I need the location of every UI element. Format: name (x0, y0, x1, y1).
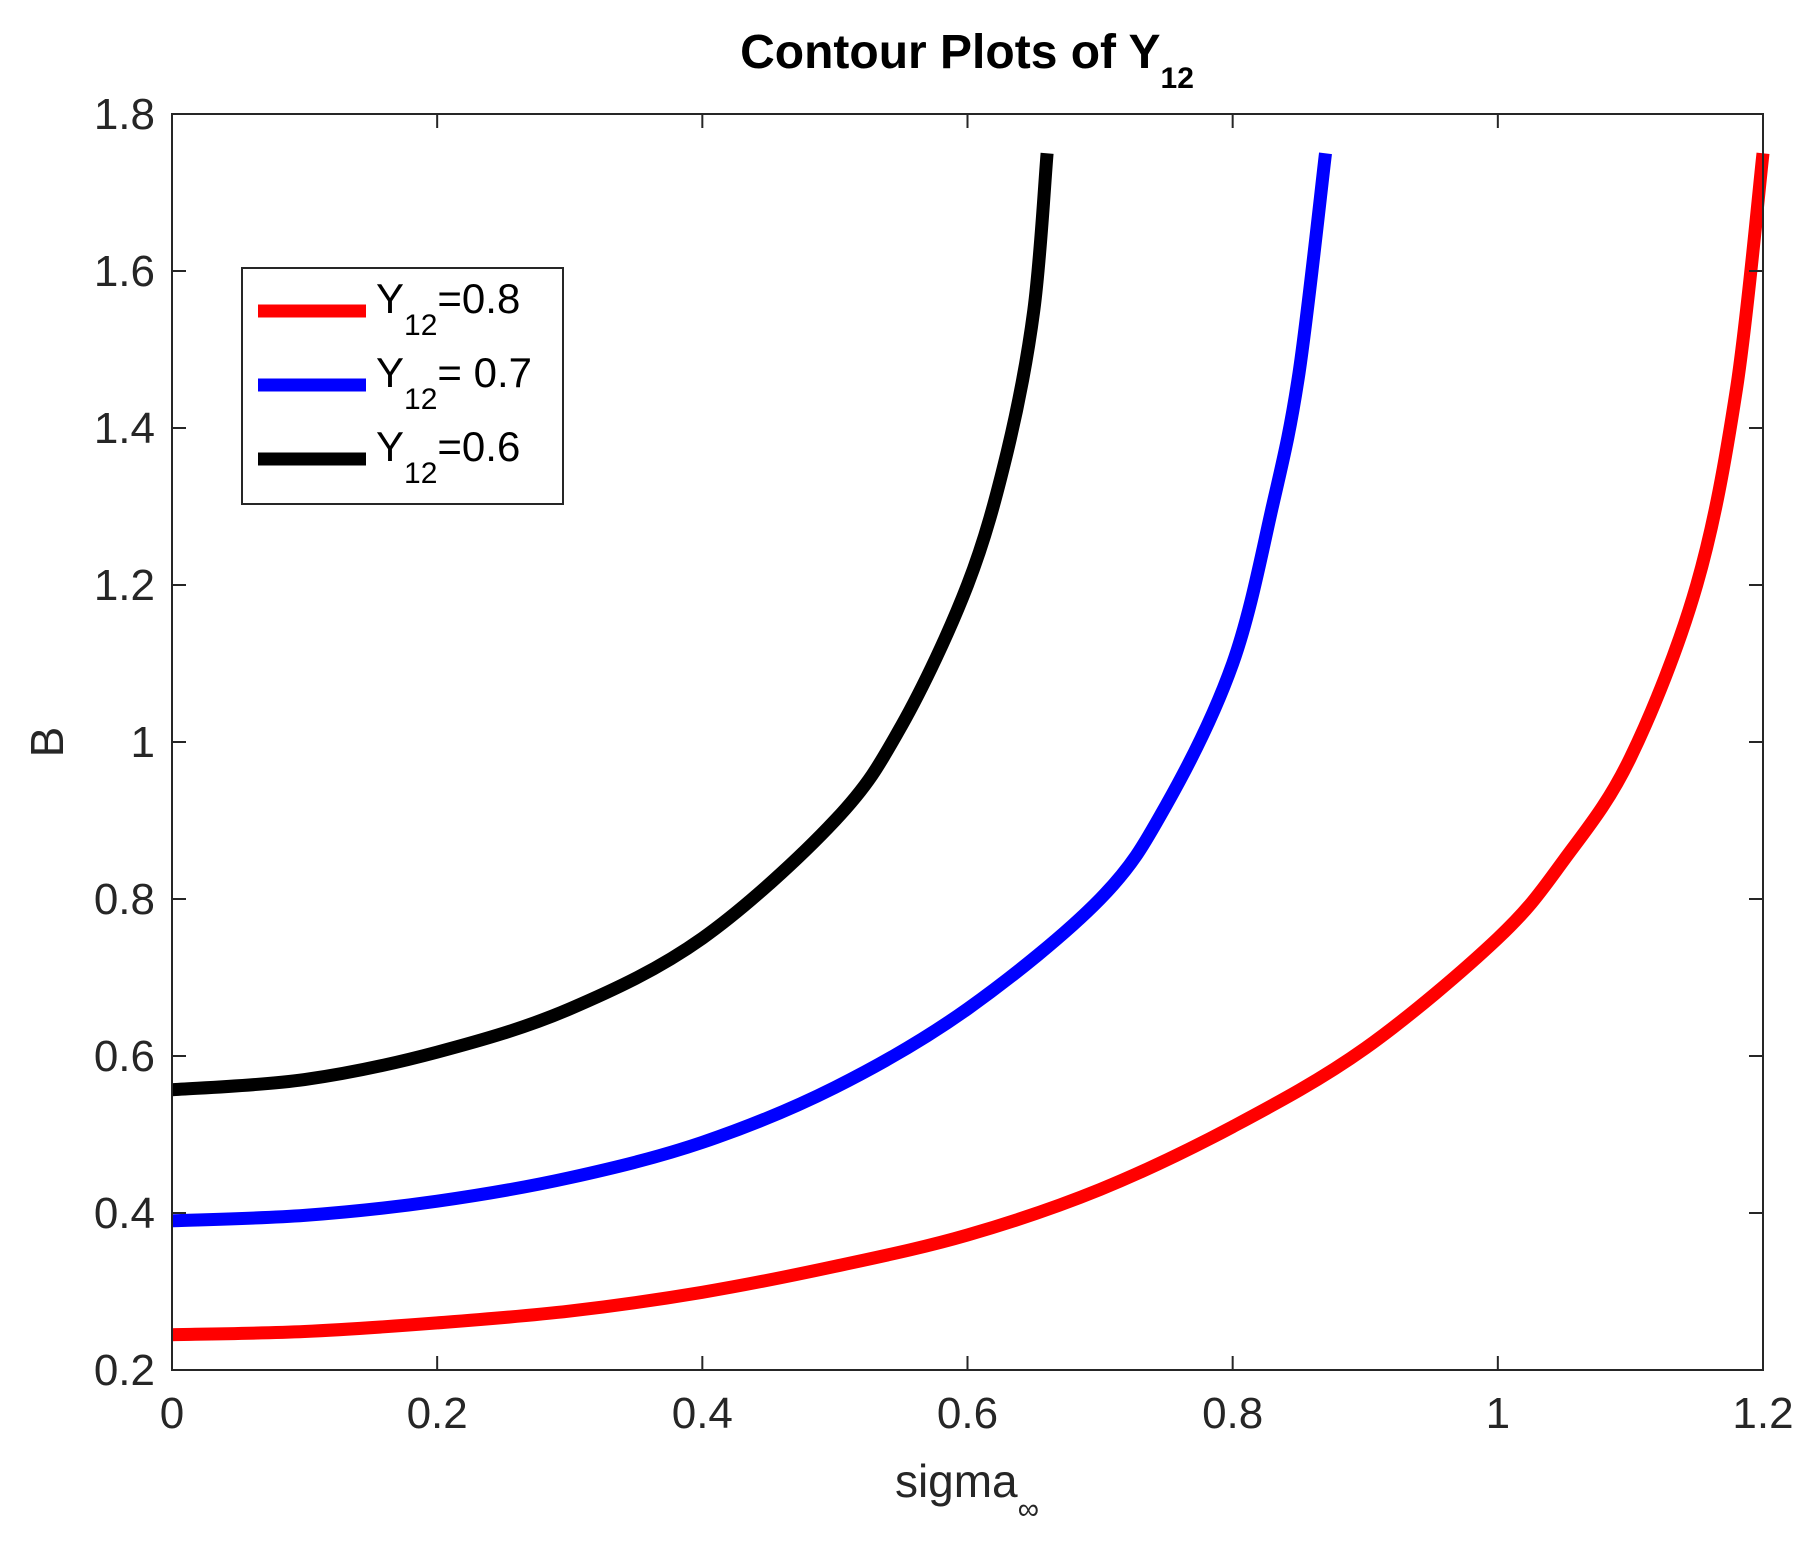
x-tick-label-1: 0.2 (407, 1389, 468, 1438)
x-tick-label-0: 0 (160, 1389, 184, 1438)
x-axis-label: sigma∞ (895, 1455, 1039, 1526)
x-tick-label-5: 1 (1486, 1389, 1510, 1438)
y-tick-label-1: 0.4 (94, 1189, 155, 1238)
y-tick-label-0: 0.2 (94, 1346, 155, 1395)
y-axis-label: B (21, 727, 73, 758)
legend-label-2: Y12=0.6 (376, 423, 520, 490)
legend-label-0: Y12=0.8 (376, 275, 520, 342)
chart-title: Contour Plots of Y12 (740, 26, 1194, 95)
x-tick-label-4: 0.8 (1202, 1389, 1263, 1438)
x-tick-label-2: 0.4 (672, 1389, 733, 1438)
y-tick-label-8: 1.8 (94, 90, 155, 139)
y-tick-label-3: 0.8 (94, 875, 155, 924)
y-tick-label-5: 1.2 (94, 561, 155, 610)
x-tick-label-3: 0.6 (937, 1389, 998, 1438)
series-line-1 (171, 152, 1332, 1228)
tick-labels: 0 0.2 0.4 0.6 0.8 1 1.20.20.40.60.811.21.41.61… (94, 90, 1794, 1438)
y-tick-label-6: 1.4 (94, 404, 155, 453)
series-line-2 (171, 152, 1054, 1097)
legend: Y12=0.8 Y12= 0.7 Y12=0.6 (241, 267, 564, 505)
series-line-0 (171, 152, 1770, 1342)
legend-label-1: Y12= 0.7 (376, 349, 532, 416)
series-curves (171, 152, 1770, 1342)
axis-ticks (171, 113, 1764, 1371)
x-tick-label-6: 1.2 (1732, 1389, 1793, 1438)
y-tick-label-4: 1 (131, 718, 155, 767)
legend-entries: Y12=0.8 Y12= 0.7 Y12=0.6 (258, 275, 532, 490)
y-tick-label-2: 0.6 (94, 1032, 155, 1081)
y-tick-label-7: 1.6 (94, 247, 155, 296)
